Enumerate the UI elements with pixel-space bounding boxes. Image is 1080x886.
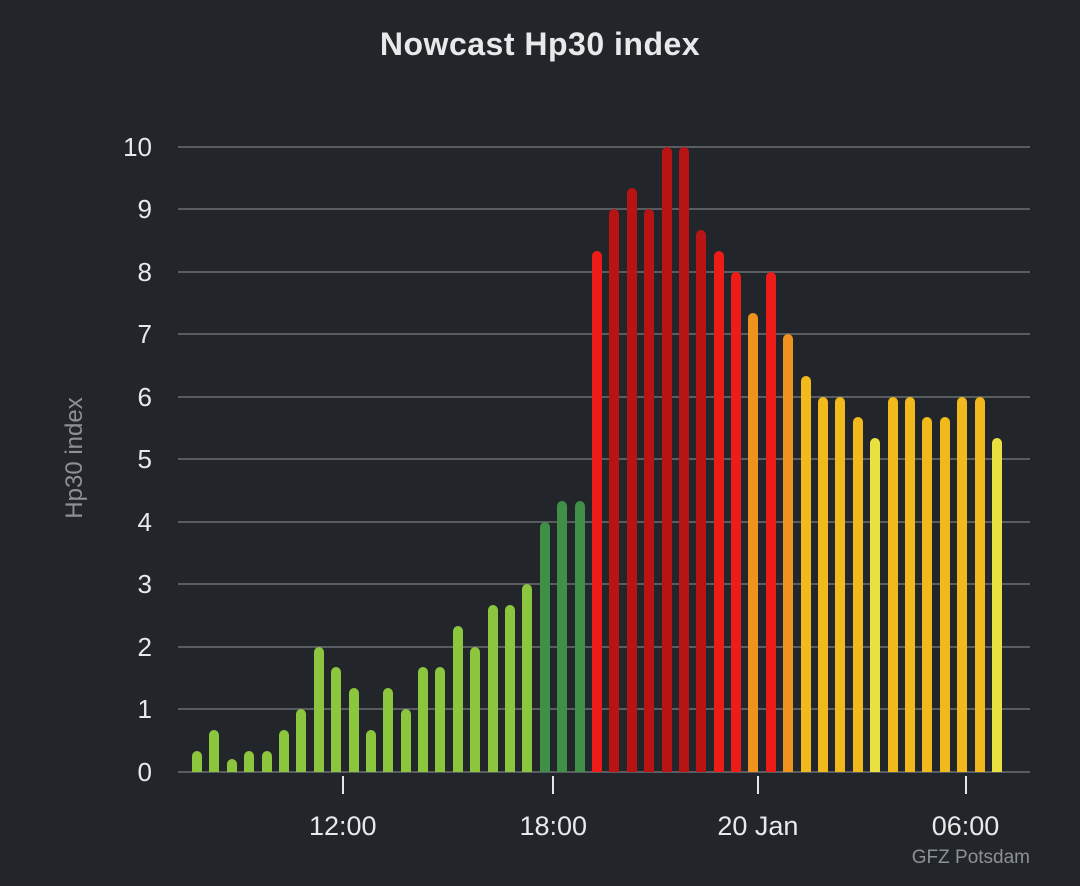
bar bbox=[539, 521, 550, 772]
x-tick-mark bbox=[756, 776, 759, 794]
y-tick-label: 7 bbox=[137, 319, 152, 349]
y-tick-label: 4 bbox=[137, 506, 152, 537]
credit-label: GFZ Potsdam bbox=[911, 847, 1030, 868]
bar bbox=[800, 375, 811, 772]
y-tick-label: 3 bbox=[137, 569, 152, 599]
plot-area bbox=[178, 145, 1030, 773]
bar bbox=[192, 750, 202, 772]
bar bbox=[974, 396, 985, 772]
bar bbox=[644, 209, 655, 772]
bar bbox=[557, 500, 568, 772]
bar bbox=[296, 709, 307, 772]
x-tick-label: 12:00 bbox=[308, 811, 377, 841]
gridline bbox=[178, 520, 1030, 523]
bar bbox=[870, 438, 881, 772]
bar bbox=[313, 646, 324, 772]
gridline bbox=[178, 395, 1030, 398]
bar bbox=[661, 146, 672, 772]
bar bbox=[226, 759, 237, 772]
bar bbox=[626, 188, 637, 772]
bar bbox=[452, 625, 463, 772]
bar bbox=[365, 729, 376, 772]
bar bbox=[435, 667, 446, 772]
bar bbox=[748, 313, 759, 772]
bar bbox=[609, 209, 620, 772]
y-tick-label: 0 bbox=[137, 756, 152, 787]
y-tick-label: 5 bbox=[137, 444, 152, 474]
bar bbox=[574, 500, 585, 772]
y-tick-label: 10 bbox=[123, 131, 152, 162]
gridline bbox=[178, 770, 1030, 773]
x-tick-mark bbox=[964, 776, 967, 794]
y-tick-label: 2 bbox=[137, 631, 152, 662]
bar bbox=[765, 271, 776, 772]
x-tick-mark bbox=[552, 776, 555, 794]
bar bbox=[591, 250, 602, 772]
bar bbox=[522, 584, 533, 772]
bar bbox=[383, 688, 394, 772]
bar bbox=[957, 396, 968, 772]
gridline bbox=[178, 145, 1030, 148]
y-tick-label: 6 bbox=[137, 381, 152, 412]
y-tick-label: 8 bbox=[137, 256, 152, 287]
bar bbox=[783, 334, 794, 772]
bar bbox=[678, 146, 689, 772]
chart-title: Nowcast Hp30 index bbox=[379, 26, 701, 62]
gridline bbox=[178, 333, 1030, 335]
gridline bbox=[178, 208, 1030, 210]
bar bbox=[904, 396, 915, 772]
gridline bbox=[178, 458, 1030, 460]
bar bbox=[835, 396, 846, 772]
y-tick-label: 1 bbox=[137, 694, 152, 724]
bar bbox=[939, 417, 950, 772]
bar bbox=[696, 229, 707, 772]
bar bbox=[470, 646, 481, 772]
gridline bbox=[178, 270, 1030, 273]
bar bbox=[731, 271, 742, 772]
bar bbox=[418, 667, 429, 772]
bar bbox=[331, 667, 342, 772]
bar bbox=[348, 688, 359, 772]
bar bbox=[713, 250, 724, 772]
bar bbox=[818, 396, 829, 772]
bar bbox=[505, 604, 516, 772]
bar bbox=[400, 709, 411, 772]
gridline bbox=[178, 708, 1030, 710]
bar bbox=[261, 750, 272, 772]
x-tick-label: 20 Jan bbox=[717, 811, 799, 841]
bar bbox=[922, 417, 933, 772]
x-tick-label: 06:00 bbox=[931, 811, 1000, 841]
bar bbox=[244, 750, 255, 772]
gridline bbox=[178, 645, 1030, 648]
bar bbox=[887, 396, 898, 772]
x-tick-label: 18:00 bbox=[519, 811, 588, 841]
bar bbox=[487, 604, 498, 772]
bar bbox=[209, 729, 220, 772]
gridline bbox=[178, 583, 1030, 585]
y-tick-label: 9 bbox=[137, 194, 152, 224]
bar bbox=[991, 438, 1002, 772]
bar bbox=[278, 729, 289, 772]
x-tick-mark bbox=[341, 776, 344, 794]
bar bbox=[852, 417, 863, 772]
